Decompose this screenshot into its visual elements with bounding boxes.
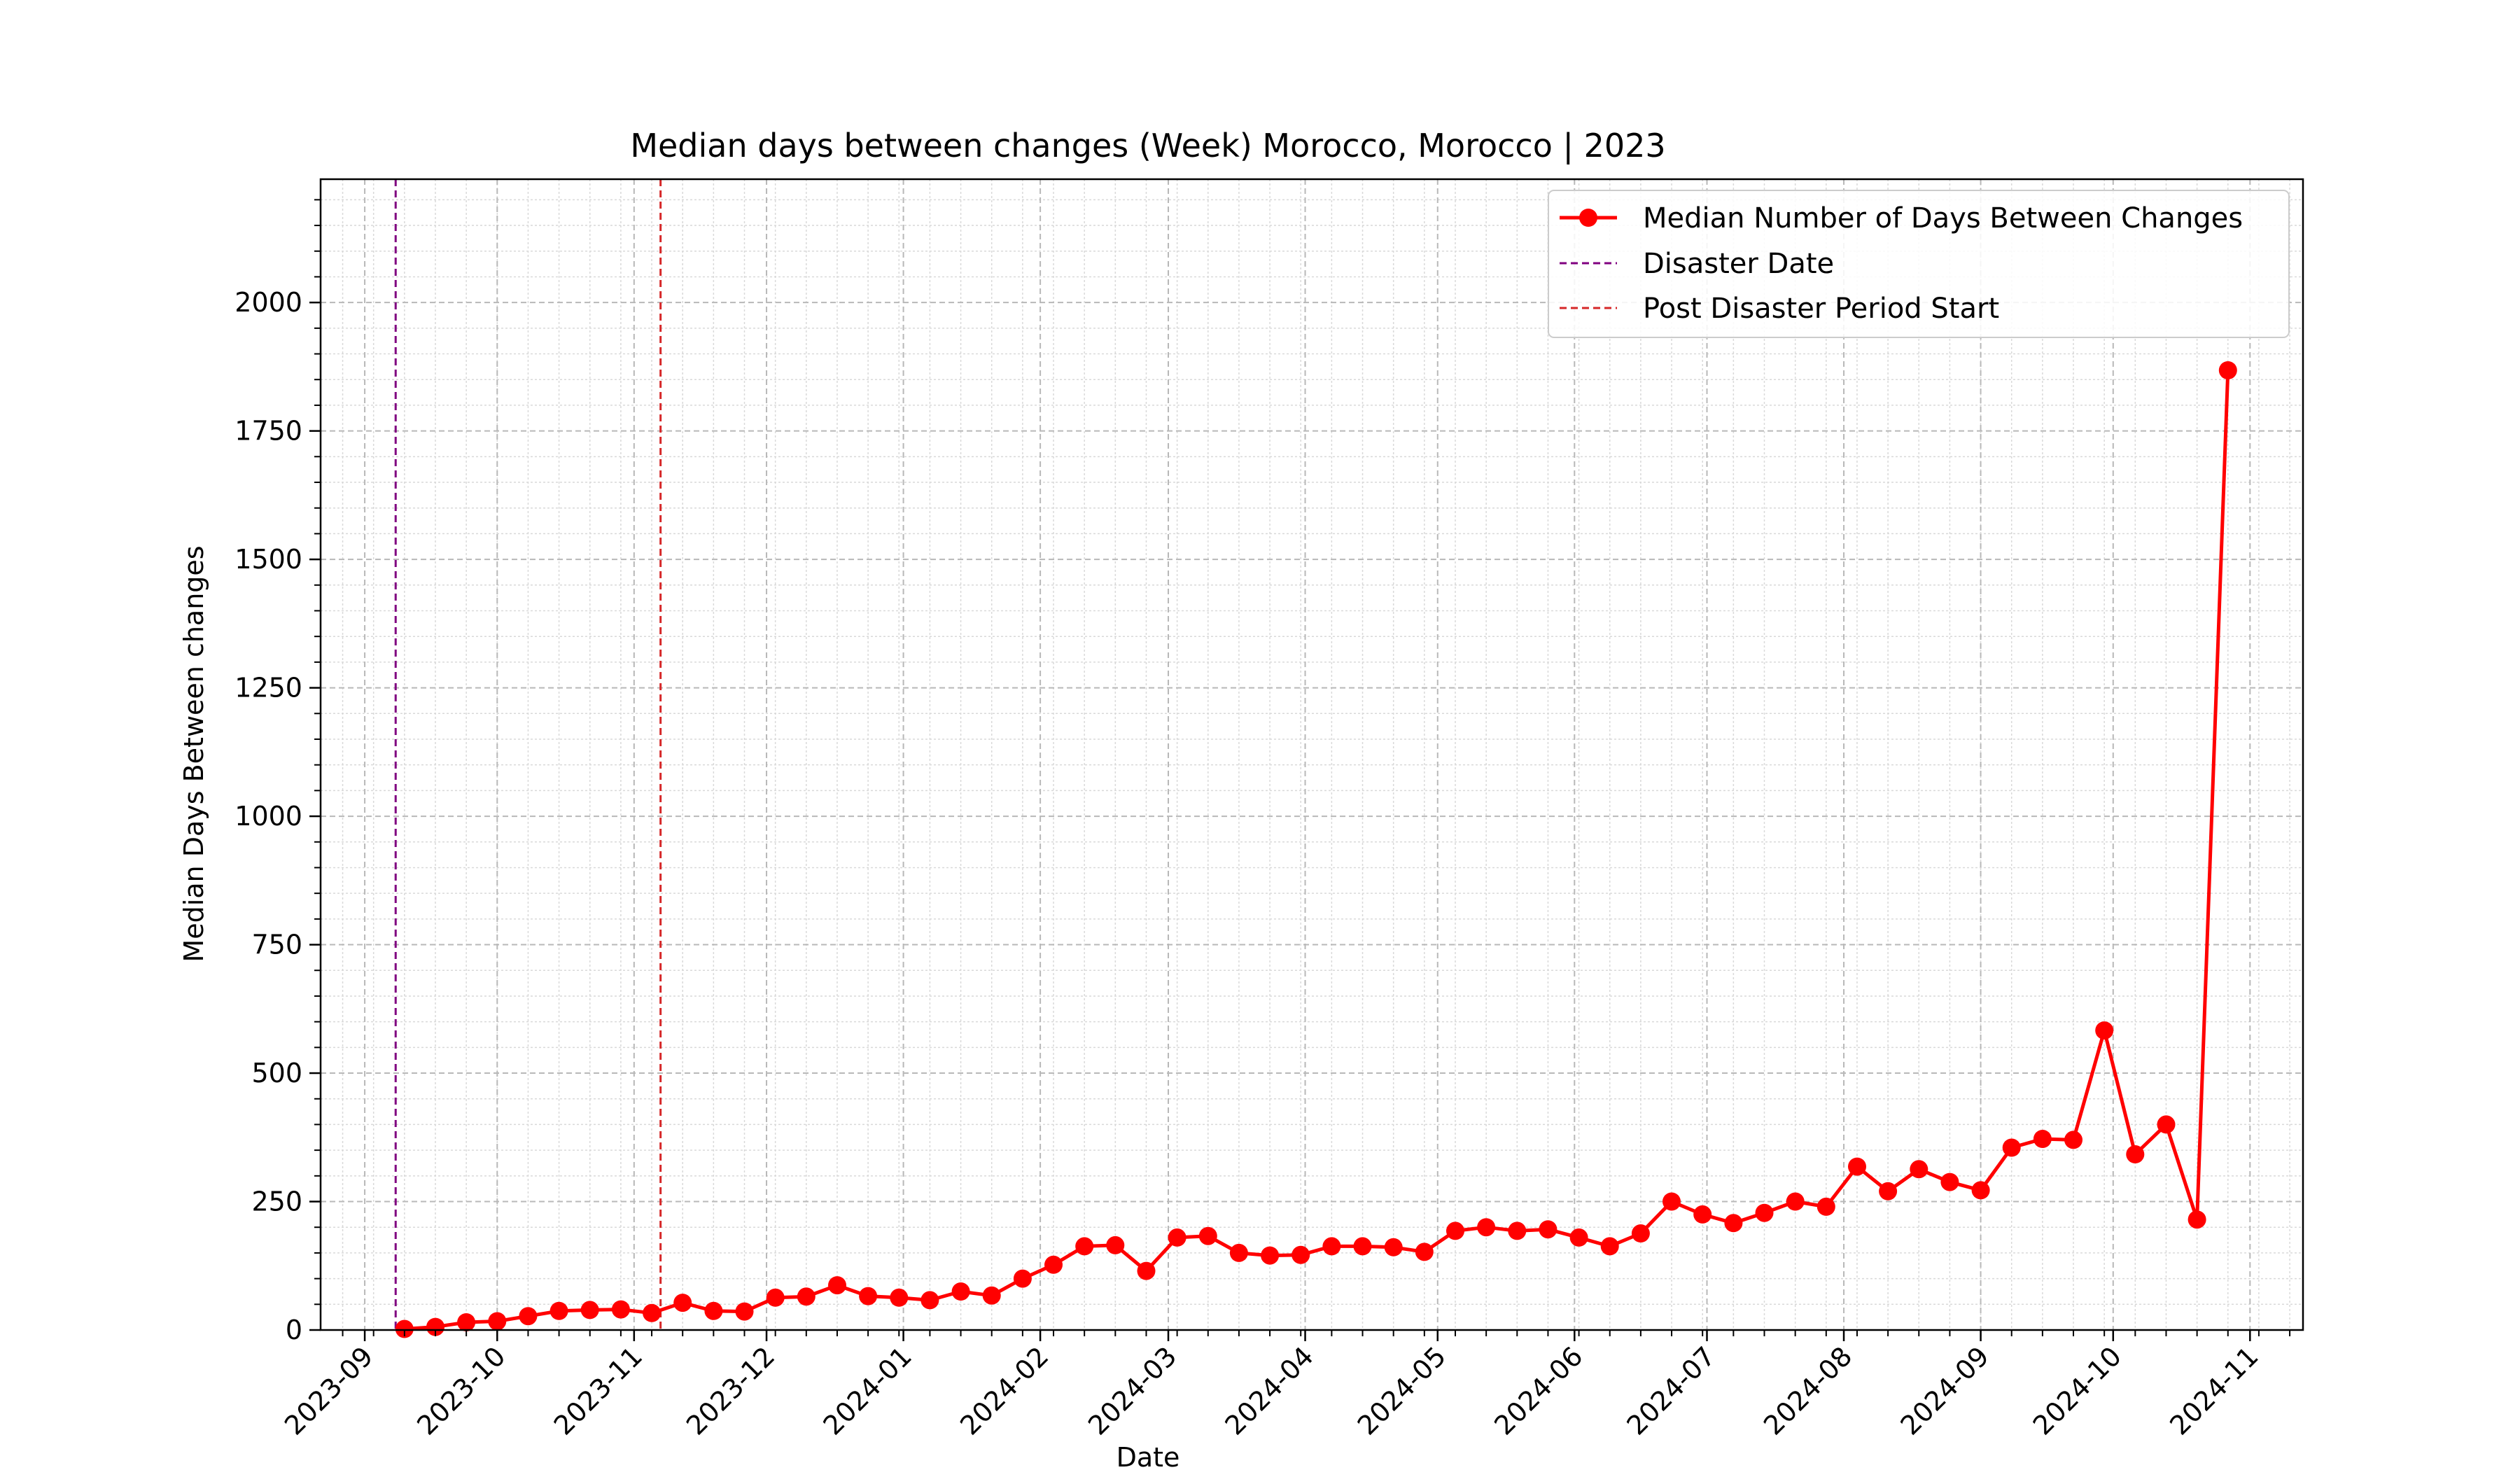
data-point: [1786, 1192, 1805, 1211]
data-point: [1198, 1226, 1217, 1245]
data-point: [1415, 1242, 1434, 1261]
data-point: [735, 1302, 754, 1321]
data-point: [488, 1312, 507, 1331]
data-point: [2095, 1021, 2114, 1040]
data-point: [1477, 1218, 1496, 1237]
data-point: [1693, 1205, 1712, 1224]
x-tick-label: 2024-11: [2164, 1340, 2264, 1441]
y-axis-label: Median Days Between changes: [178, 545, 209, 962]
data-point: [395, 1320, 414, 1338]
data-point: [828, 1276, 846, 1295]
data-point: [457, 1313, 476, 1331]
data-point: [1106, 1236, 1125, 1254]
y-tick-label: 1750: [234, 416, 302, 447]
data-point: [1044, 1255, 1063, 1274]
x-tick-label: 2024-03: [1082, 1340, 1182, 1441]
data-point: [1940, 1172, 1959, 1191]
data-point: [2064, 1130, 2082, 1149]
data-point: [1662, 1192, 1681, 1211]
data-point: [1384, 1238, 1403, 1256]
data-point: [1261, 1246, 1280, 1265]
data-point: [1755, 1203, 1774, 1222]
x-tick-label: 2024-04: [1219, 1340, 1320, 1441]
data-point: [1631, 1224, 1650, 1242]
data-point: [1322, 1237, 1341, 1256]
y-tick-label: 1500: [234, 544, 302, 575]
data-point: [519, 1307, 538, 1326]
legend-label-series: Median Number of Days Between Changes: [1643, 202, 2243, 234]
x-tick-label: 2023-12: [680, 1340, 780, 1441]
data-point: [1168, 1228, 1186, 1247]
x-tick-label: 2024-10: [2027, 1340, 2127, 1441]
data-point: [1816, 1197, 1835, 1216]
data-point: [1600, 1237, 1619, 1256]
data-point: [1075, 1237, 1094, 1256]
legend-label-post-disaster: Post Disaster Period Start: [1643, 293, 1999, 325]
data-point: [982, 1286, 1001, 1305]
x-tick-label: 2023-11: [548, 1340, 648, 1441]
data-point: [1446, 1222, 1464, 1240]
data-point: [766, 1288, 785, 1307]
legend-marker-series: [1579, 209, 1597, 227]
data-point: [1508, 1222, 1527, 1240]
data-series: [395, 361, 2237, 1338]
data-point: [426, 1317, 444, 1336]
y-tick-label: 1000: [234, 801, 302, 832]
data-point: [1910, 1160, 1928, 1179]
legend: Median Number of Days Between Changes Di…: [1548, 190, 2290, 338]
data-point: [2126, 1145, 2145, 1163]
data-point: [1013, 1269, 1032, 1288]
data-point: [1848, 1157, 1866, 1176]
y-tick-label: 0: [286, 1315, 302, 1345]
x-tick-label: 2024-07: [1620, 1340, 1721, 1441]
data-point: [797, 1287, 816, 1306]
data-point: [550, 1301, 568, 1320]
y-tick-label: 1250: [234, 673, 302, 704]
plot-frame: [319, 178, 2304, 1331]
data-point: [890, 1288, 909, 1307]
x-tick-label: 2024-01: [818, 1340, 918, 1441]
x-tick-label: 2024-06: [1488, 1340, 1588, 1441]
data-point: [1971, 1181, 1990, 1200]
data-point: [1879, 1182, 1898, 1200]
data-point: [673, 1294, 692, 1312]
data-point: [1539, 1220, 1558, 1239]
x-axis-label: Date: [1116, 1442, 1180, 1470]
data-point: [1137, 1261, 1156, 1280]
data-point: [1353, 1237, 1372, 1256]
data-point: [704, 1301, 723, 1320]
x-tick-label: 2024-02: [954, 1340, 1054, 1441]
data-point: [643, 1303, 662, 1322]
legend-box: [1548, 190, 2290, 338]
data-point: [580, 1301, 599, 1320]
data-point: [1569, 1228, 1588, 1247]
x-tick-label: 2023-10: [411, 1340, 511, 1441]
data-point: [1229, 1243, 1248, 1262]
data-point: [2002, 1138, 2021, 1157]
data-point: [2033, 1130, 2052, 1148]
x-tick-label: 2024-05: [1352, 1340, 1452, 1441]
y-tick-label: 750: [251, 930, 302, 960]
data-point: [920, 1291, 939, 1310]
x-tick-label: 2023-09: [279, 1340, 379, 1441]
data-point: [2188, 1210, 2206, 1229]
data-point: [1724, 1214, 1743, 1233]
data-point: [2218, 361, 2237, 379]
y-tick-label: 250: [251, 1186, 302, 1217]
data-point: [611, 1300, 630, 1319]
y-tick-label: 2000: [234, 287, 302, 318]
chart-title: Median days between changes (Week) Moroc…: [630, 127, 1665, 165]
data-point: [1292, 1245, 1310, 1264]
data-point: [2157, 1115, 2176, 1134]
x-tick-label: 2024-09: [1895, 1340, 1995, 1441]
data-point: [859, 1287, 878, 1306]
x-tick-label: 2024-08: [1758, 1340, 1858, 1441]
legend-label-disaster: Disaster Date: [1643, 248, 1834, 280]
event-lines: [394, 179, 662, 1330]
y-tick-label: 500: [251, 1058, 302, 1088]
data-point: [951, 1282, 970, 1301]
